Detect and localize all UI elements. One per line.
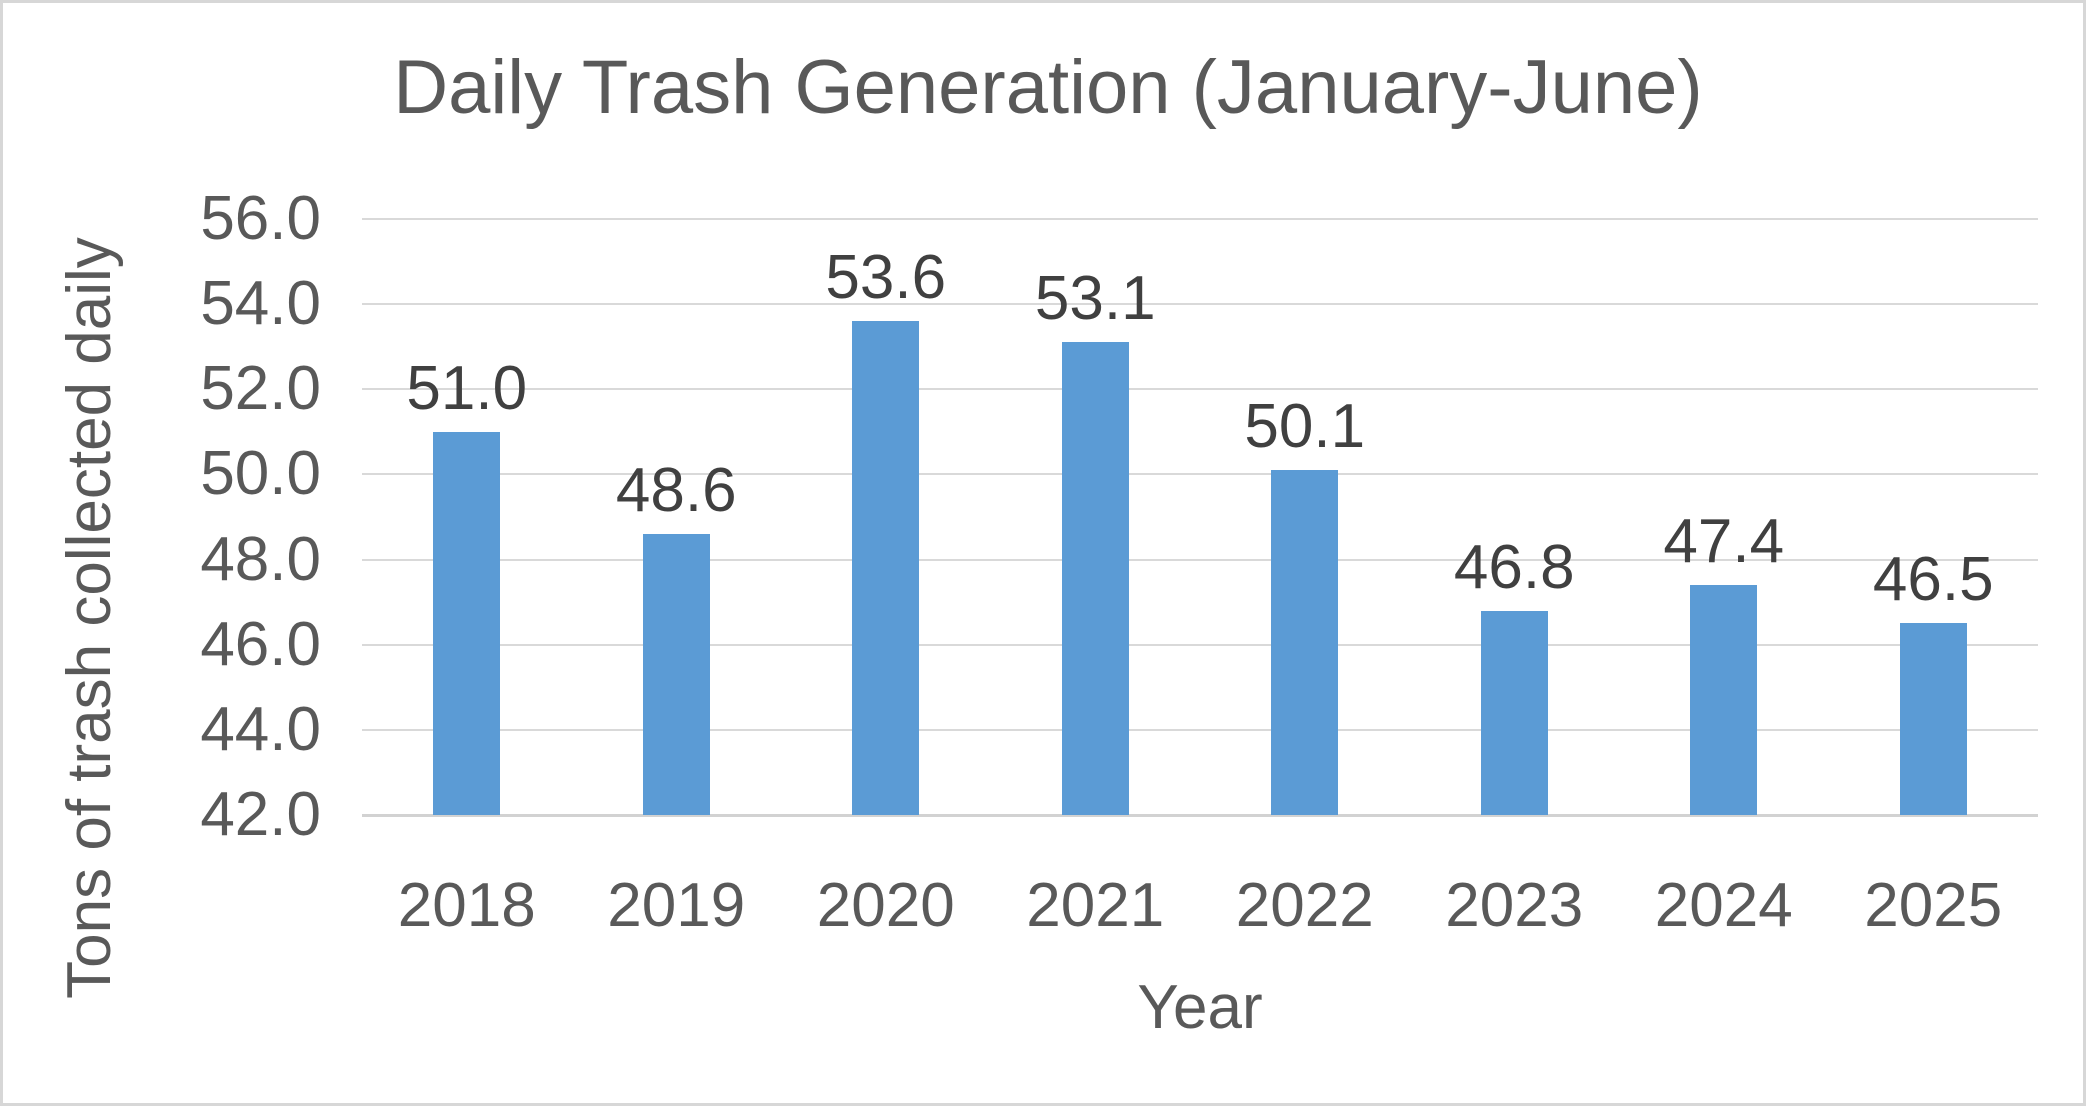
x-tick-label-2025: 2025 — [1864, 871, 2003, 940]
data-label-2024: 47.4 — [1663, 507, 1785, 577]
bar-2023 — [1480, 610, 1548, 815]
y-tick-label: 50.0 — [200, 439, 321, 509]
y-tick-label: 46.0 — [200, 609, 321, 679]
y-tick-label: 52.0 — [200, 354, 321, 424]
x-tick-label-2018: 2018 — [397, 871, 536, 940]
x-tick-label-2024: 2024 — [1654, 871, 1793, 940]
chart-title: Daily Trash Generation (January-June) — [393, 45, 1703, 130]
x-axis-title: Year — [1137, 973, 1263, 1042]
plot-area: 51.0 48.6 53.6 53.1 50.1 46.8 47.4 46.5 — [362, 218, 2038, 817]
data-label-2021: 53.1 — [1034, 264, 1156, 334]
y-tick-label: 56.0 — [200, 184, 321, 253]
bar-2021 — [1061, 342, 1129, 815]
data-label-2023: 46.8 — [1453, 532, 1575, 602]
y-tick-label: 48.0 — [200, 524, 321, 594]
data-label-2025: 46.5 — [1872, 545, 1994, 615]
x-tick-label-2021: 2021 — [1026, 871, 1165, 940]
bar-2024 — [1690, 585, 1758, 815]
data-label-2022: 50.1 — [1244, 392, 1366, 462]
data-label-2018: 51.0 — [406, 353, 528, 423]
bar-2022 — [1271, 470, 1339, 815]
x-axis-line — [362, 814, 2038, 817]
bar-2025 — [1899, 623, 1967, 815]
gridline — [362, 473, 2038, 476]
gridline — [362, 728, 2038, 731]
x-tick-label-2023: 2023 — [1445, 871, 1584, 940]
data-label-2020: 53.6 — [825, 243, 947, 313]
x-tick-label-2019: 2019 — [607, 871, 746, 940]
bar-2019 — [642, 534, 710, 815]
gridline — [362, 643, 2038, 646]
gridline — [362, 558, 2038, 561]
y-tick-label: 42.0 — [200, 780, 321, 849]
data-label-2019: 48.6 — [615, 456, 737, 526]
x-tick-label-2022: 2022 — [1235, 871, 1374, 940]
y-tick-label: 44.0 — [200, 694, 321, 764]
gridline — [362, 303, 2038, 306]
gridline — [362, 388, 2038, 391]
gridline — [362, 218, 2038, 220]
x-tick-label-2020: 2020 — [816, 871, 955, 940]
bar-2018 — [433, 431, 501, 815]
bar-2020 — [852, 321, 920, 815]
y-tick-label: 54.0 — [200, 269, 321, 339]
